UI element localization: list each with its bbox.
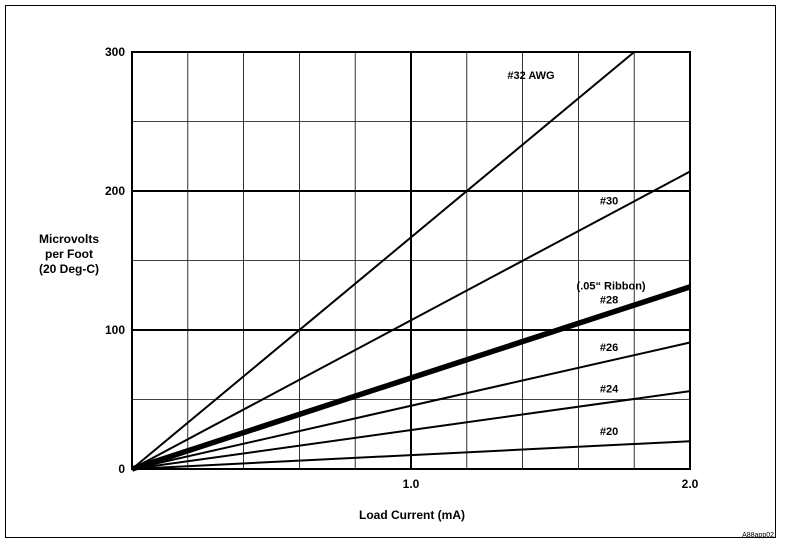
y-axis-label-line: per Foot: [45, 247, 93, 261]
plot-border: [131, 51, 691, 470]
series-line: [131, 284, 691, 472]
series-line: [131, 170, 691, 470]
y-tick-label: 300: [105, 45, 125, 59]
figure-frame: [5, 5, 776, 538]
series-line: [131, 440, 691, 470]
series-line: [131, 341, 691, 470]
y-tick-label: 0: [118, 462, 125, 476]
y-tick-label: 200: [105, 184, 125, 198]
series-line: [131, 390, 691, 470]
series-label: #20: [600, 426, 618, 438]
series-label: #30: [600, 196, 618, 208]
y-axis-label-line: (20 Deg-C): [39, 262, 99, 276]
x-tick-label: 2.0: [682, 477, 699, 491]
x-axis-label: Load Current (mA): [359, 508, 465, 522]
series-line: [131, 51, 635, 470]
y-axis-label-line: Microvolts: [39, 232, 99, 246]
figure-code: A88app02: [742, 532, 774, 539]
series-sublabel: (.05“ Ribbon): [577, 280, 646, 292]
series-label: #32 AWG: [507, 70, 554, 82]
series-label: #26: [600, 342, 618, 354]
series-label: #28: [600, 294, 618, 306]
x-tick-label: 1.0: [403, 477, 420, 491]
y-tick-label: 100: [105, 323, 125, 337]
series-label: #24: [600, 383, 619, 395]
